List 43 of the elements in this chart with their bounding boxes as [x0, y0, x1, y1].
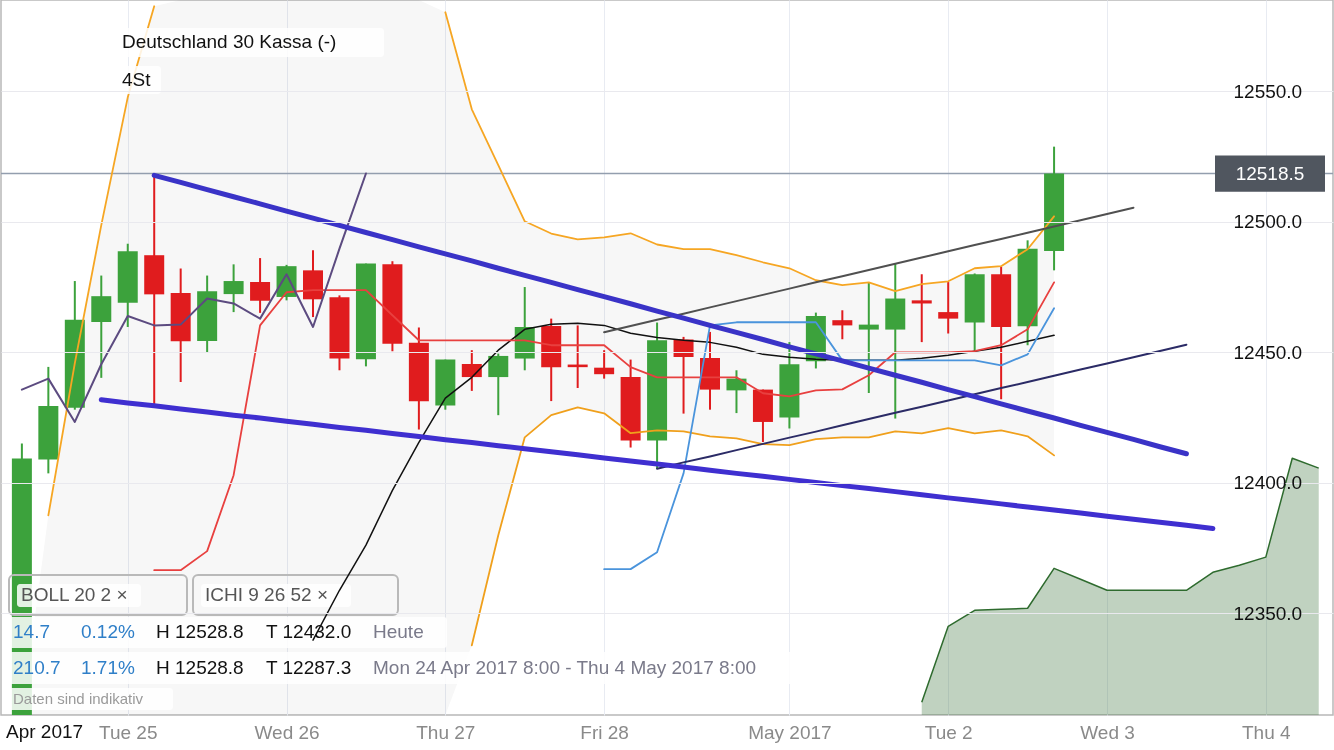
annotation: ICHI 9 26 52 ×: [205, 584, 329, 605]
candlestick: [594, 349, 615, 380]
annotation: Heute: [373, 621, 424, 642]
x-tick-label: May 2017: [748, 721, 832, 743]
line-series: [20, 172, 367, 423]
annotation: BOLL 20 2 ×: [21, 584, 128, 605]
candlestick: [911, 273, 932, 344]
annotation: 0.12%: [81, 621, 135, 642]
x-tick-label: Thu 27: [416, 721, 476, 743]
line-series: [656, 343, 1188, 470]
line-series: [603, 206, 1135, 334]
annotation: 1.71%: [81, 657, 135, 678]
text: Deutschland 30 Kassa (-): [122, 31, 337, 52]
candlestick: [250, 257, 271, 314]
y-tick-label: 12450.0: [1233, 341, 1303, 363]
candlestick: [832, 309, 853, 341]
annotation: Daten sind indikativ: [13, 690, 144, 707]
text: Apr 2017: [6, 721, 84, 742]
x-tick-label: Tue 25: [99, 721, 158, 743]
x-tick-label: Wed 3: [1080, 721, 1135, 743]
candlestick: [223, 263, 244, 314]
candlestick: [938, 281, 959, 335]
line-series: [470, 406, 1055, 647]
y-tick-label: 12550.0: [1233, 80, 1303, 102]
annotation: 210.7: [13, 657, 61, 678]
y-tick-label: 12500.0: [1233, 211, 1303, 233]
line-series: [603, 307, 1055, 571]
candlestick: [461, 349, 482, 392]
ref-line-label: 12518.5: [1235, 162, 1305, 184]
annotation: Mon 24 Apr 2017 8:00 - Thu 4 May 2017 8:00: [373, 657, 757, 678]
x-tick-label: Thu 4: [1242, 721, 1292, 743]
annotation: H 12528.8: [156, 657, 244, 678]
annotation: 14.7: [13, 621, 50, 642]
y-tick-label: 12350.0: [1233, 602, 1303, 624]
x-tick-label: Tue 2: [924, 721, 973, 743]
candlestick: [488, 352, 509, 417]
x-tick-label: Fri 28: [580, 721, 629, 743]
line-series: [153, 281, 1055, 572]
candlestick: [858, 281, 879, 394]
annotation: H 12528.8: [156, 621, 244, 642]
text: 4St: [122, 69, 152, 90]
annotation: T 12287.3: [266, 657, 352, 678]
x-tick-label: Wed 26: [254, 721, 320, 743]
